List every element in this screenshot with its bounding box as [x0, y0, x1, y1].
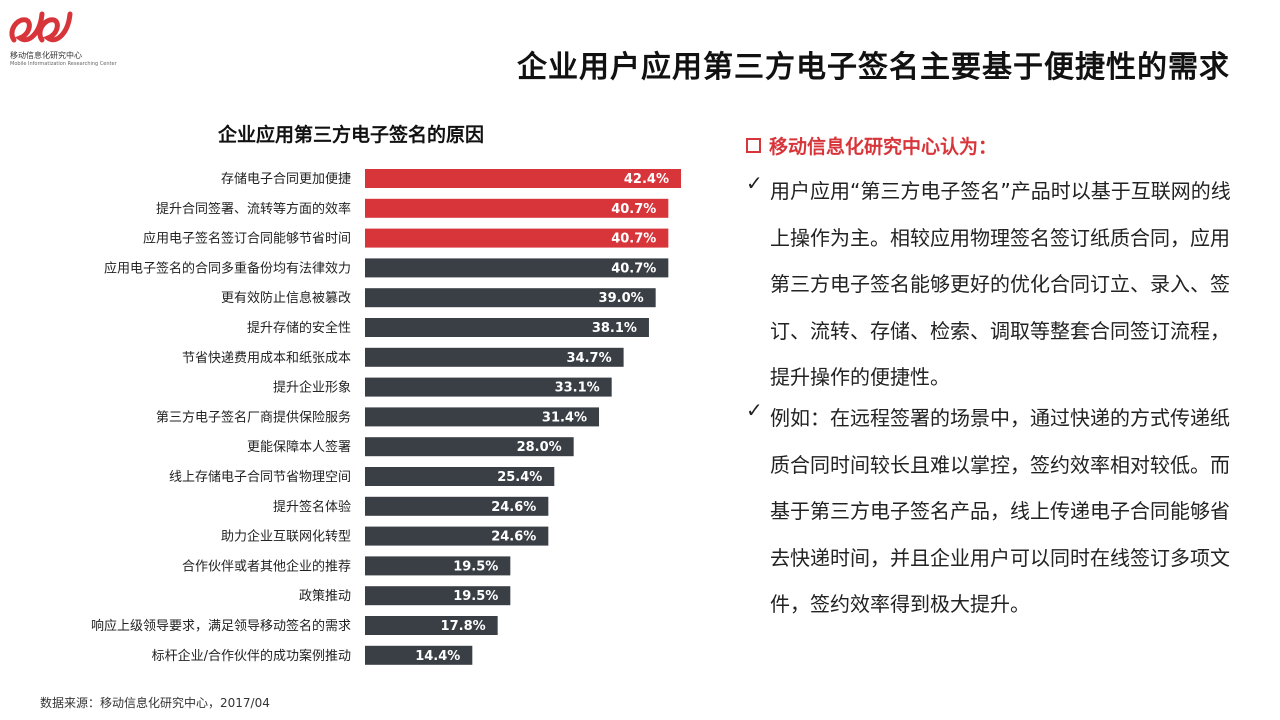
bar [365, 645, 473, 665]
category-label: 应用电子签名签订合同能够节省时间 [143, 231, 351, 247]
analysis-panel: 移动信息化研究中心认为： ✓ 用户应用“第三方电子签名”产品时以基于互联网的线上… [746, 128, 1246, 628]
value-label: 33.1% [555, 381, 600, 396]
logo-mark-icon [9, 11, 73, 43]
analysis-heading-text: 移动信息化研究中心认为： [769, 135, 998, 158]
brand-logo: 移动信息化研究中心 Mobile Informatization Researc… [6, 4, 117, 68]
category-label: 存储电子合同更加便捷 [221, 172, 351, 187]
category-label: 标杆企业/合作伙伴的成功案例推动 [152, 648, 351, 664]
category-label: 节省快递费用成本和纸张成本 [182, 351, 351, 366]
category-label: 合作伙伴或者其他企业的推荐 [182, 558, 351, 574]
bar [365, 556, 511, 576]
category-label: 政策推动 [299, 588, 351, 604]
bar [365, 347, 624, 367]
value-label: 38.1% [592, 321, 637, 336]
bar-chart: 存储电子合同更加便捷 42.4% 提升合同签署、流转等方面的效率 40.7% 应用电子签… [91, 169, 681, 665]
bar [365, 258, 669, 278]
value-label: 34.7% [567, 351, 612, 366]
category-label: 助力企业互联网化转型 [221, 529, 351, 545]
bar [365, 526, 549, 546]
value-label: 14.4% [415, 649, 460, 664]
value-label: 24.6% [491, 500, 536, 515]
value-label: 42.4% [624, 172, 669, 187]
page-title: 企业用户应用第三方电子签名主要基于便捷性的需求 [517, 50, 1230, 85]
category-label: 提升存储的安全性 [247, 320, 351, 336]
logo-org-name: 移动信息化研究中心 [10, 51, 82, 60]
analysis-point-text: 用户应用“第三方电子签名”产品时以基于互联网的线上操作为主。相较应用物理签名签订… [770, 179, 1231, 390]
checkmark-icon: ✓ [746, 171, 763, 195]
bar [365, 437, 574, 457]
category-label: 更有效防止信息被篡改 [221, 290, 351, 306]
chart-title: 企业应用第三方电子签名的原因 [218, 124, 485, 146]
value-label: 40.7% [611, 232, 656, 247]
category-label: 应用电子签名的合同多重备份均有法律效力 [104, 260, 351, 276]
bar [365, 586, 511, 606]
value-label: 24.6% [491, 530, 536, 545]
value-label: 31.4% [542, 410, 587, 425]
value-label: 40.7% [611, 202, 656, 217]
analysis-heading: 移动信息化研究中心认为： [746, 128, 1246, 162]
bar [365, 496, 549, 516]
checkmark-icon: ✓ [746, 397, 763, 422]
data-source: 数据来源：移动信息化研究中心，2017/04 [40, 696, 270, 710]
value-label: 19.5% [453, 559, 498, 574]
bar [365, 288, 656, 308]
category-label: 提升签名体验 [273, 499, 351, 515]
value-label: 39.0% [599, 291, 644, 306]
category-label: 提升合同签署、流转等方面的效率 [156, 201, 351, 217]
bar [365, 377, 612, 397]
analysis-point: ✓ 例如：在远程签署的场景中，通过快递的方式传递纸质合同时间较长且难以掌控，签约… [746, 395, 1246, 628]
bar [365, 407, 600, 427]
category-label: 线上存储电子合同节省物理空间 [169, 470, 351, 485]
category-label: 更能保障本人签署 [247, 439, 351, 455]
category-label: 提升企业形象 [273, 380, 351, 396]
value-label: 28.0% [517, 440, 562, 455]
value-label: 19.5% [453, 589, 498, 604]
bar [365, 169, 681, 188]
bar [365, 616, 498, 635]
analysis-point-text: 例如：在远程签署的场景中，通过快递的方式传递纸质合同时间较长且难以掌控，签约效率… [770, 405, 1230, 617]
bar [365, 198, 669, 218]
bar [365, 228, 669, 248]
bar [365, 318, 649, 337]
square-bullet-icon [746, 137, 761, 153]
value-label: 17.8% [441, 619, 486, 634]
bar [365, 467, 555, 486]
logo-org-name-en: Mobile Informatization Researching Cente… [10, 61, 117, 67]
category-label: 第三方电子签名厂商提供保险服务 [156, 409, 351, 425]
value-label: 25.4% [497, 470, 542, 485]
category-label: 响应上级领导要求，满足领导移动签名的需求 [91, 618, 351, 634]
analysis-point: ✓ 用户应用“第三方电子签名”产品时以基于互联网的线上操作为主。相较应用物理签名… [746, 168, 1246, 401]
value-label: 40.7% [611, 261, 656, 276]
